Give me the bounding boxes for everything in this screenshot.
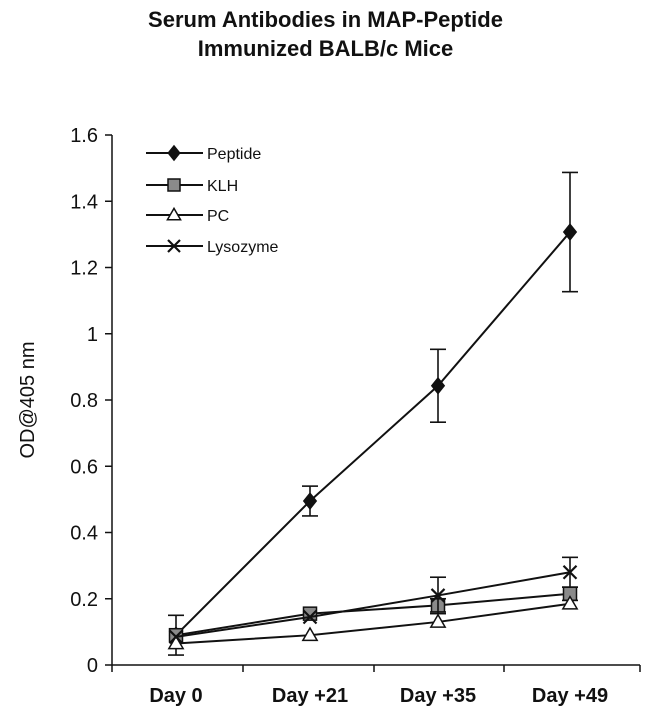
marker-diamond — [430, 376, 446, 395]
marker-triangle — [561, 595, 579, 610]
series-peptide — [168, 171, 578, 656]
legend-label: PC — [207, 208, 229, 225]
y-tick-label: 1 — [87, 324, 98, 346]
y-axis-ticks: 0 0.2 0.4 0.6 0.8 1 1.2 1.4 1.6 — [70, 125, 112, 677]
marker-x — [167, 239, 181, 253]
marker-diamond — [562, 223, 578, 241]
marker-x — [562, 564, 578, 580]
series-pc — [167, 595, 579, 650]
chart-series — [167, 171, 579, 656]
series-klh — [168, 586, 578, 643]
y-tick-label: 0.4 — [70, 523, 98, 545]
chart-subtitle: Immunized BALB/c Mice — [197, 36, 454, 61]
chart-legend: Peptide KLH PC Lysozyme — [146, 144, 279, 256]
marker-x — [168, 629, 184, 645]
legend-label: Lysozyme — [207, 239, 279, 256]
y-tick-label: 0.2 — [70, 589, 98, 611]
y-tick-label: 0.8 — [70, 390, 98, 412]
marker-x — [430, 588, 446, 603]
marker-triangle — [429, 613, 447, 628]
y-tick-label: 1.2 — [70, 258, 98, 280]
x-axis-ticks: Day 0 Day +21 Day +35 Day +49 — [111, 665, 641, 707]
marker-triangle — [166, 206, 182, 221]
legend-label: KLH — [207, 178, 238, 195]
chart-title: Serum Antibodies in MAP-Peptide — [148, 7, 503, 32]
legend-label: Peptide — [207, 146, 261, 163]
marker-diamond — [167, 144, 181, 162]
marker-triangle — [301, 626, 319, 642]
x-tick-label: Day +21 — [272, 685, 348, 707]
marker-diamond — [302, 492, 318, 510]
x-tick-label: Day +35 — [400, 685, 476, 707]
series-line — [175, 231, 571, 636]
y-tick-label: 0 — [87, 655, 98, 677]
legend-item-lysozyme: Lysozyme — [146, 239, 279, 256]
y-tick-label: 1.6 — [70, 125, 98, 147]
series-lysozyme — [168, 556, 578, 645]
legend-item-peptide: Peptide — [146, 144, 261, 163]
y-tick-label: 1.4 — [70, 191, 98, 213]
series-line — [175, 571, 571, 638]
marker-square — [167, 178, 181, 192]
legend-item-pc: PC — [146, 206, 229, 225]
series-line — [175, 602, 571, 645]
marker-x — [302, 609, 318, 625]
marker-triangle — [167, 634, 185, 650]
y-tick-label: 0.6 — [70, 456, 98, 478]
y-axis-label: OD@405 nm — [17, 341, 39, 458]
x-tick-label: Day +49 — [532, 685, 608, 707]
series-line — [175, 592, 571, 637]
x-tick-label: Day 0 — [149, 685, 202, 707]
legend-item-klh: KLH — [146, 178, 238, 195]
